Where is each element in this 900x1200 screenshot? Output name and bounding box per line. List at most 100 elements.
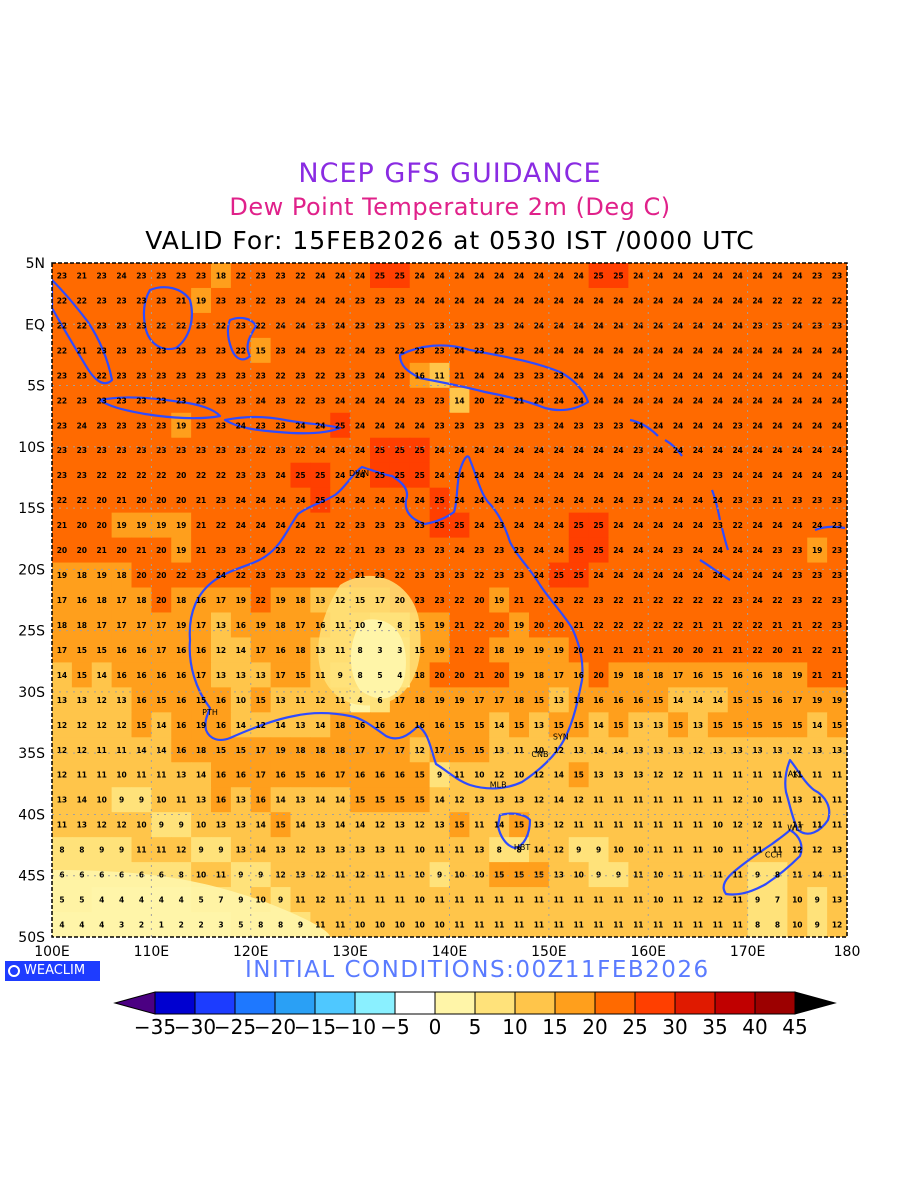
grid-value-label: 23 — [136, 371, 146, 380]
grid-value-label: 24 — [534, 521, 544, 530]
heatmap-cell — [71, 612, 93, 639]
grid-value-label: 14 — [315, 721, 325, 730]
heatmap-cell — [688, 712, 709, 738]
heatmap-cell — [409, 312, 431, 339]
heatmap-cell — [370, 912, 391, 937]
grid-value-label: 23 — [713, 471, 723, 480]
heatmap-cell — [807, 612, 828, 639]
heatmap-cell — [429, 487, 451, 514]
heatmap-cell — [827, 762, 847, 788]
grid-value-label: 12 — [315, 871, 325, 880]
grid-value-label: 24 — [653, 571, 663, 580]
heatmap-cell — [191, 762, 212, 788]
heatmap-cell — [489, 512, 510, 539]
valid-time-line: VALID For: 15FEB2026 at 0530 IST /0000 U… — [145, 226, 755, 255]
grid-value-label: 24 — [593, 571, 603, 580]
heatmap-cell — [270, 637, 292, 664]
heatmap-cell — [211, 362, 232, 389]
heatmap-cell — [648, 287, 669, 314]
grid-value-label: 16 — [176, 696, 186, 705]
grid-value-label: 24 — [315, 271, 325, 280]
heatmap-cell — [747, 887, 769, 913]
heatmap-cell — [469, 612, 490, 639]
grid-value-label: 16 — [176, 671, 186, 680]
grid-value-label: 14 — [255, 821, 265, 830]
heatmap-cell — [250, 487, 272, 514]
grid-value-label: 17 — [57, 646, 67, 655]
grid-value-label: 23 — [534, 371, 544, 380]
heatmap-cell — [747, 512, 769, 539]
heatmap-cell — [270, 362, 292, 389]
grid-value-label: 11 — [732, 846, 742, 855]
heatmap-cell — [389, 387, 411, 414]
heatmap-cell — [608, 587, 629, 614]
grid-value-label: 22 — [77, 321, 87, 330]
grid-value-label: 11 — [732, 921, 742, 930]
heatmap-cell — [370, 512, 391, 539]
heatmap-cell — [628, 637, 649, 664]
grid-value-label: 25 — [434, 521, 444, 530]
grid-value-label: 9 — [437, 771, 442, 780]
grid-value-label: 17 — [156, 646, 166, 655]
grid-value-label: 11 — [454, 846, 464, 855]
grid-value-label: 24 — [554, 521, 564, 530]
heatmap-cell — [827, 512, 847, 539]
heatmap-cell — [489, 312, 510, 339]
grid-value-label: 24 — [494, 446, 504, 455]
grid-value-label: 11 — [335, 696, 345, 705]
heatmap-cell — [111, 512, 133, 539]
grid-value-label: 24 — [434, 446, 444, 455]
latitude-label: 45S — [18, 869, 45, 885]
heatmap-cell — [449, 512, 470, 539]
heatmap-cell — [588, 412, 610, 439]
heatmap-cell — [171, 787, 192, 813]
grid-value-label: 11 — [315, 671, 325, 680]
grid-value-label: 11 — [792, 771, 802, 780]
grid-value-label: 24 — [295, 496, 305, 505]
heatmap-cell — [230, 612, 252, 639]
heatmap-cell — [330, 462, 351, 489]
heatmap-cell — [827, 662, 847, 688]
grid-value-label: 23 — [156, 346, 166, 355]
grid-value-label: 20 — [434, 671, 444, 680]
grid-value-label: 21 — [116, 496, 126, 505]
heatmap-cell — [608, 912, 629, 937]
heatmap-cell — [211, 387, 232, 414]
heatmap-cell — [71, 587, 93, 614]
grid-value-label: 18 — [573, 696, 583, 705]
grid-value-label: 9 — [437, 871, 442, 880]
grid-value-label: 16 — [613, 696, 623, 705]
grid-value-label: 20 — [176, 496, 186, 505]
heatmap-cell — [668, 587, 689, 614]
grid-value-label: 25 — [573, 521, 583, 530]
heatmap-cell — [707, 787, 729, 813]
grid-value-label: 13 — [315, 596, 325, 605]
grid-value-label: 24 — [315, 421, 325, 430]
heatmap-cell — [529, 787, 550, 813]
grid-value-label: 8 — [357, 671, 362, 680]
grid-value-label: 23 — [255, 271, 265, 280]
grid-value-label: 21 — [474, 671, 484, 680]
heatmap-cell — [131, 712, 152, 738]
heatmap-cell — [290, 312, 311, 339]
grid-value-label: 11 — [713, 871, 723, 880]
heatmap-cell — [211, 712, 232, 738]
weaclim-logo[interactable]: WEACLIM — [5, 961, 100, 981]
grid-value-label: 23 — [116, 321, 126, 330]
grid-value-label: 18 — [295, 596, 305, 605]
heatmap-cell — [191, 812, 212, 838]
grid-value-label: 6 — [159, 871, 164, 880]
grid-value-label: 15 — [236, 746, 246, 755]
grid-value-label: 12 — [792, 846, 802, 855]
heatmap-cell — [310, 737, 331, 763]
grid-value-label: 23 — [116, 346, 126, 355]
grid-value-label: 21 — [792, 646, 802, 655]
grid-value-label: 13 — [295, 721, 305, 730]
grid-value-label: 23 — [275, 546, 285, 555]
grid-value-label: 24 — [573, 296, 583, 305]
grid-value-label: 24 — [514, 471, 524, 480]
heatmap-cell — [529, 662, 550, 688]
grid-value-label: 23 — [77, 446, 87, 455]
heatmap-cell — [151, 562, 172, 589]
grid-value-label: 16 — [752, 671, 762, 680]
